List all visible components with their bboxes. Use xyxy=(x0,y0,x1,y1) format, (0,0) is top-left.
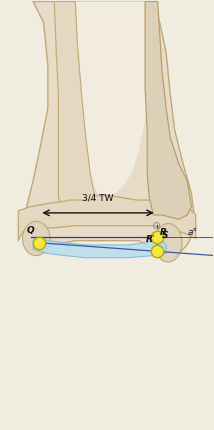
Polygon shape xyxy=(54,1,94,202)
Polygon shape xyxy=(22,1,196,258)
Point xyxy=(155,234,158,241)
Text: Rʹ: Rʹ xyxy=(146,235,155,244)
Polygon shape xyxy=(145,1,192,219)
Text: Q: Q xyxy=(27,226,35,235)
Polygon shape xyxy=(33,239,166,258)
Point xyxy=(155,222,158,229)
Ellipse shape xyxy=(155,224,182,262)
Text: R: R xyxy=(160,228,167,237)
Point xyxy=(155,248,158,255)
Text: S: S xyxy=(162,231,168,240)
Polygon shape xyxy=(61,1,153,198)
Text: a°: a° xyxy=(187,228,197,237)
Polygon shape xyxy=(18,196,196,241)
Point xyxy=(38,240,41,246)
Ellipse shape xyxy=(22,221,50,255)
Text: 3/4 TW: 3/4 TW xyxy=(82,193,114,202)
